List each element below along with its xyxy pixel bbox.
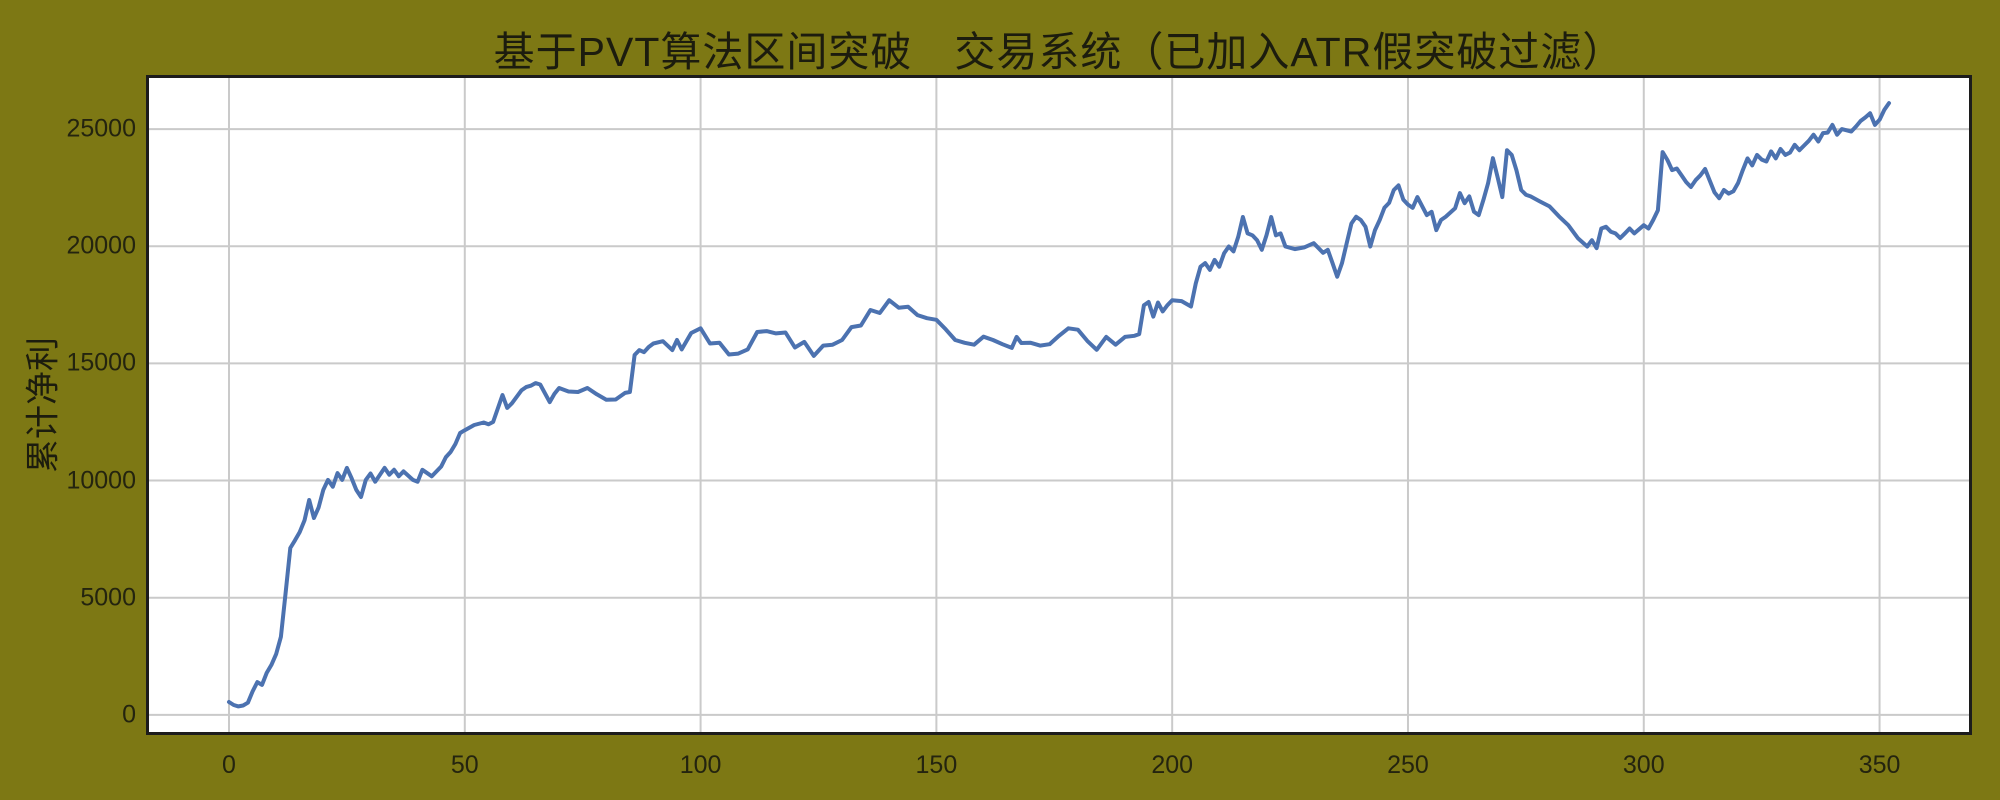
x-tick-label: 300: [1622, 751, 1665, 779]
y-tick-label: 20000: [66, 231, 136, 260]
x-tick-label: 250: [1387, 751, 1429, 779]
y-tick-label: 25000: [66, 114, 136, 143]
x-tick-label: 350: [1858, 751, 1901, 779]
x-tick-label: 200: [1151, 751, 1194, 779]
plot-border: [146, 75, 1972, 735]
y-tick-label: 10000: [66, 466, 136, 495]
plot-area: [146, 75, 1972, 735]
y-tick-label: 0: [122, 700, 136, 729]
y-tick-label: 5000: [80, 583, 136, 612]
y-tick-label: 15000: [66, 348, 136, 377]
profit-line: [227, 101, 1891, 709]
x-tick-label: 50: [450, 751, 479, 779]
x-tick-label: 0: [222, 751, 236, 779]
plot-canvas: [146, 75, 1972, 735]
x-tick-label: 150: [915, 751, 958, 779]
x-tick-label: 100: [679, 751, 722, 779]
chart-title: 基于PVT算法区间突破 交易系统（已加入ATR假突破过滤）: [493, 29, 1625, 75]
